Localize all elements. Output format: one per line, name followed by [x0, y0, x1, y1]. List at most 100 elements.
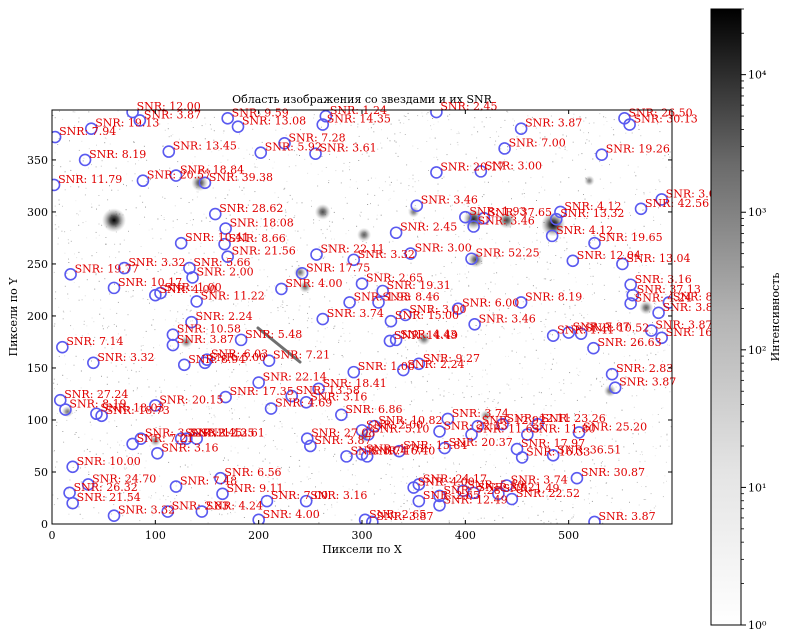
noise-pixel	[151, 415, 153, 417]
noise-pixel	[482, 347, 484, 349]
snr-label: SNR: 22.11	[321, 243, 385, 256]
bright-star	[180, 335, 193, 349]
noise-pixel	[622, 381, 624, 383]
snr-label: SNR: 4.12	[556, 224, 613, 237]
noise-pixel	[90, 345, 92, 347]
noise-pixel	[55, 215, 57, 217]
noise-pixel	[425, 451, 427, 452]
noise-pixel	[618, 202, 620, 204]
noise-pixel	[63, 128, 65, 129]
noise-pixel	[62, 205, 63, 207]
noise-pixel	[354, 275, 356, 276]
noise-pixel	[340, 182, 342, 184]
noise-pixel	[125, 334, 127, 336]
noise-pixel	[381, 129, 382, 131]
noise-pixel	[367, 413, 369, 415]
noise-pixel	[423, 473, 425, 475]
noise-pixel	[339, 123, 341, 125]
snr-label: SNR: 18.03	[100, 402, 164, 415]
noise-pixel	[524, 459, 526, 460]
noise-pixel	[119, 444, 121, 446]
noise-pixel	[547, 312, 549, 314]
noise-pixel	[75, 432, 77, 433]
noise-pixel	[251, 247, 253, 249]
noise-pixel	[645, 486, 647, 488]
noise-pixel	[261, 403, 263, 405]
star-marker	[219, 390, 232, 404]
noise-pixel	[278, 427, 280, 429]
noise-pixel	[487, 503, 489, 505]
noise-pixel	[643, 193, 645, 195]
noise-pixel	[463, 517, 464, 519]
star-marker	[477, 211, 491, 225]
noise-pixel	[584, 216, 586, 218]
noise-pixel	[641, 327, 643, 329]
noise-pixel	[298, 337, 300, 338]
noise-pixel	[169, 167, 171, 169]
noise-pixel	[563, 392, 565, 394]
noise-pixel	[504, 159, 505, 161]
noise-pixel	[213, 428, 215, 430]
noise-pixel	[71, 342, 73, 344]
noise-pixel	[630, 214, 631, 216]
noise-pixel	[204, 500, 206, 501]
noise-pixel	[105, 243, 107, 245]
noise-pixel	[451, 288, 453, 290]
noise-pixel	[357, 126, 359, 128]
noise-pixel	[461, 355, 463, 357]
noise-pixel	[256, 219, 258, 221]
snr-label: SNR: 2.65	[366, 272, 423, 285]
noise-pixel	[105, 237, 107, 238]
noise-pixel	[208, 165, 210, 166]
noise-pixel	[640, 135, 642, 137]
noise-pixel	[576, 399, 578, 401]
noise-pixel	[438, 245, 440, 247]
noise-pixel	[277, 196, 279, 198]
noise-pixel	[151, 228, 153, 230]
noise-pixel	[478, 334, 480, 336]
noise-pixel	[654, 365, 656, 367]
noise-pixel	[281, 127, 283, 129]
noise-pixel	[660, 326, 662, 328]
noise-pixel	[192, 219, 194, 221]
noise-pixel	[586, 353, 587, 355]
noise-pixel	[573, 117, 574, 119]
noise-pixel	[133, 363, 135, 365]
noise-pixel	[65, 363, 66, 365]
noise-pixel	[300, 481, 302, 483]
noise-pixel	[104, 347, 106, 349]
star-marker	[347, 365, 361, 379]
noise-pixel	[104, 278, 106, 280]
noise-pixel	[384, 279, 386, 281]
noise-pixel	[159, 169, 160, 171]
noise-pixel	[313, 114, 315, 116]
snr-label: SNR: 17.35	[230, 385, 294, 398]
noise-pixel	[495, 140, 497, 142]
noise-pixel	[208, 406, 210, 408]
noise-pixel	[418, 180, 420, 182]
noise-pixel	[231, 412, 233, 414]
noise-pixel	[485, 464, 486, 466]
noise-pixel	[501, 326, 503, 328]
noise-pixel	[210, 390, 212, 392]
snr-label: SNR: 20.37	[449, 436, 513, 449]
noise-pixel	[232, 478, 234, 480]
noise-pixel	[187, 507, 189, 509]
snr-label: SNR: 5.66	[193, 256, 250, 269]
noise-pixel	[483, 126, 485, 128]
noise-pixel	[388, 241, 390, 243]
noise-pixel	[366, 152, 368, 154]
noise-pixel	[605, 256, 606, 258]
noise-pixel	[636, 188, 638, 190]
noise-pixel	[102, 453, 104, 455]
noise-pixel	[448, 392, 450, 393]
noise-pixel	[234, 487, 236, 489]
noise-pixel	[268, 376, 270, 378]
noise-pixel	[107, 443, 109, 445]
noise-pixel	[334, 325, 336, 327]
noise-pixel	[573, 113, 575, 115]
noise-pixel	[256, 359, 258, 361]
noise-pixel	[167, 496, 169, 497]
noise-pixel	[287, 154, 289, 156]
noise-pixel	[416, 341, 418, 343]
